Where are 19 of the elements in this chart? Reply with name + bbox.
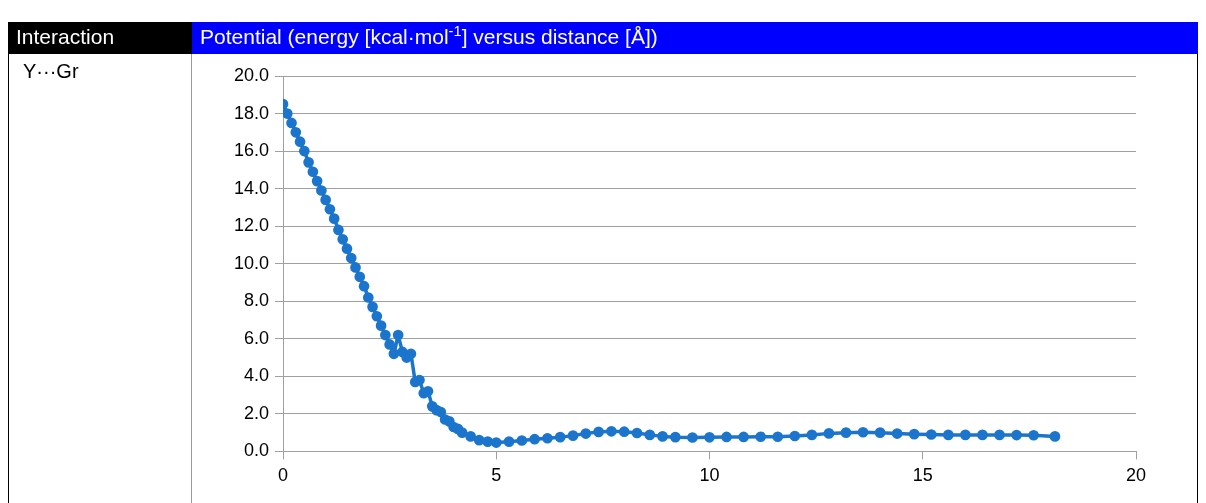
- y-tick-label: 6.0: [243, 327, 269, 348]
- y-tick-label: 4.0: [243, 365, 269, 386]
- x-tick-label: 10: [699, 465, 720, 486]
- x-tick-label: 0: [277, 465, 289, 486]
- x-tick-label: 15: [912, 465, 933, 486]
- x-tick-label: 20: [1125, 465, 1147, 486]
- y-tick-label: 14.0: [233, 177, 269, 198]
- y-tick-label: 12.0: [233, 215, 269, 236]
- text: Interaction: [8, 22, 192, 54]
- y-tick-label: 2.0: [243, 402, 269, 423]
- y-tick-label: 10.0: [233, 252, 269, 273]
- chart-title: Potential (energy [kcal·mol$^{-1}$] versus distance [Å]): [192, 22, 1198, 54]
- text: Y···Gr: [8, 54, 192, 503]
- y-tick-label: 20.0: [233, 64, 269, 85]
- y-tick-label: 0.0: [243, 440, 269, 461]
- y-tick-label: 16.0: [233, 140, 269, 161]
- x-tick-label: 5: [491, 465, 502, 486]
- y-tick-label: 8.0: [243, 290, 269, 311]
- y-tick-label: 18.0: [233, 102, 269, 123]
